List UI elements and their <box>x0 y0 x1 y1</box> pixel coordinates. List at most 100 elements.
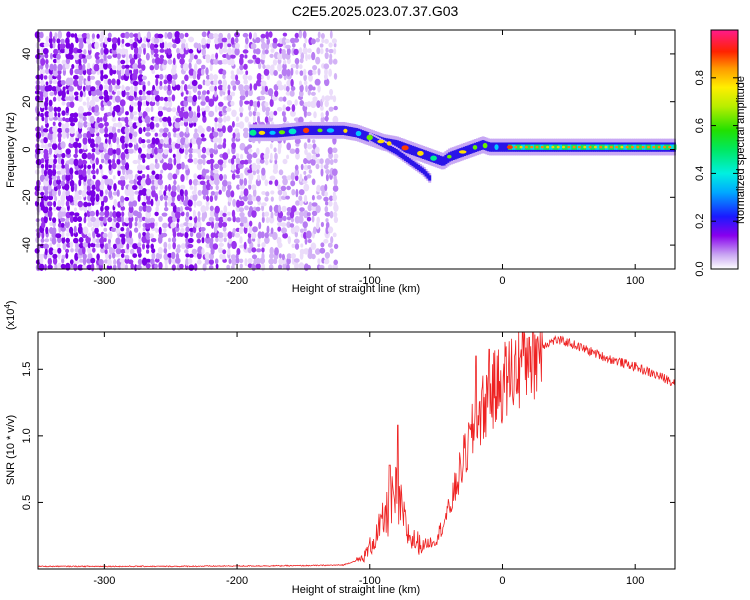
spectrogram-cell <box>172 204 177 213</box>
spectrogram-cell <box>149 233 154 239</box>
spectrogram-cell <box>151 179 156 185</box>
spectrogram-cell <box>328 200 333 207</box>
spectrogram-cell <box>246 153 253 160</box>
spectrogram-cell <box>302 180 308 184</box>
spectrogram-cell <box>62 86 66 92</box>
spectrogram-cell <box>242 73 248 81</box>
colorbar-tick-label: 0.6 <box>694 118 706 133</box>
spectrogram-cell <box>154 74 161 79</box>
spectrogram-cell <box>107 147 114 156</box>
spectrogram-cell <box>142 216 146 221</box>
spectrogram-cell <box>235 79 241 86</box>
spectrogram-cell <box>100 74 104 82</box>
spectrogram-cell <box>149 221 155 229</box>
spectrogram-cell <box>157 147 164 154</box>
spectrogram-cell <box>252 54 257 60</box>
track-hotspot <box>458 150 467 154</box>
spectrogram-cell <box>256 73 262 81</box>
spectrogram-cell <box>83 121 88 128</box>
spectrogram-cell <box>261 41 267 50</box>
spectrogram-cell <box>320 105 324 111</box>
spectrogram-cell <box>102 175 108 180</box>
spectrogram-cell <box>256 168 260 174</box>
track-hotspot <box>494 144 499 151</box>
spectrogram-cell <box>128 236 134 245</box>
spectrogram-cell <box>167 131 171 139</box>
spectrogram-cell <box>103 62 108 70</box>
spectrogram-cell <box>74 91 79 96</box>
spectrogram-cell <box>120 59 126 65</box>
spectrogram-cell <box>120 253 125 258</box>
track-band <box>602 144 606 150</box>
spectrogram-cell <box>223 205 228 214</box>
spectrogram-cell <box>65 232 70 237</box>
spectrogram-cell <box>201 146 207 154</box>
track-band <box>617 144 621 150</box>
spectrogram-cell <box>95 157 99 165</box>
spectrogram-cell <box>71 64 75 69</box>
spectrogram-cell <box>146 139 151 144</box>
spectrogram-cell <box>163 96 169 102</box>
spectrogram-cell <box>49 221 54 227</box>
spectrogram-cell <box>146 90 153 96</box>
spectrogram-cell <box>129 69 133 74</box>
track-hotspot <box>636 145 640 149</box>
spectrogram-cell <box>57 175 60 181</box>
spectrogram-cell <box>331 38 337 44</box>
spectrogram-cell <box>47 195 54 201</box>
spectrogram-cell <box>235 174 241 179</box>
spectrogram-cell <box>141 75 147 81</box>
spectrogram-cell <box>120 178 126 187</box>
spectrogram-cell <box>295 188 299 198</box>
spectrogram-cell <box>179 58 185 65</box>
spectrogram-cell <box>317 31 321 39</box>
spectrogram-cell <box>231 142 237 150</box>
spectrogram-cell <box>239 177 244 186</box>
spectrogram-cell <box>202 115 207 123</box>
spectrogram-cell <box>196 232 202 239</box>
spectrogram-cell <box>232 198 237 207</box>
spectrogram-cell <box>270 211 274 219</box>
spectrogram-cell <box>112 158 116 165</box>
spectrogram-cell <box>188 68 195 76</box>
spectrogram-cell <box>261 247 265 253</box>
spectrogram-cell <box>89 115 95 124</box>
track-core <box>426 173 430 179</box>
spectrogram-cell <box>269 53 274 59</box>
spectrogram-cell <box>90 189 96 198</box>
spectrogram-cell <box>215 237 219 243</box>
spectrogram-cell <box>47 143 53 148</box>
spectrogram-cell <box>192 115 199 123</box>
spectrogram-cell <box>303 231 307 240</box>
spectrogram-cell <box>167 253 173 258</box>
spectrogram-cell <box>263 68 270 76</box>
track-hotspot <box>625 145 629 149</box>
spectrogram-cell <box>243 63 248 70</box>
spectrogram-cell <box>239 244 246 249</box>
spectrogram-cell <box>255 37 261 44</box>
x-tick-label: -200 <box>226 575 248 587</box>
spectrogram-cell <box>259 95 266 101</box>
spectrogram-cell <box>142 143 146 149</box>
spectrogram-cell <box>269 143 273 149</box>
spectrogram-cell <box>69 126 76 134</box>
spectrogram-cell <box>260 80 267 87</box>
spectrogram-cell <box>87 62 91 70</box>
spectrogram-cell <box>136 211 142 219</box>
spectrogram-cell <box>199 180 206 185</box>
spectrogram-cell <box>231 209 236 218</box>
x-tick-label: -100 <box>359 575 381 587</box>
colorbar-label: Normalized spectral amplitude <box>735 76 747 224</box>
x-tick-label: 100 <box>626 575 644 587</box>
spectrogram-cell <box>307 165 312 170</box>
spectrogram-cell <box>109 211 113 218</box>
spectrogram-cell <box>167 48 172 56</box>
track-band <box>560 144 564 150</box>
track-band <box>632 144 636 150</box>
spectrogram-cell <box>103 259 109 264</box>
spectrogram-cell <box>279 48 282 54</box>
track-core <box>424 171 428 177</box>
spectrogram-cell <box>64 62 70 70</box>
spectrogram-cell <box>142 227 146 232</box>
spectrogram-cell <box>324 52 329 60</box>
